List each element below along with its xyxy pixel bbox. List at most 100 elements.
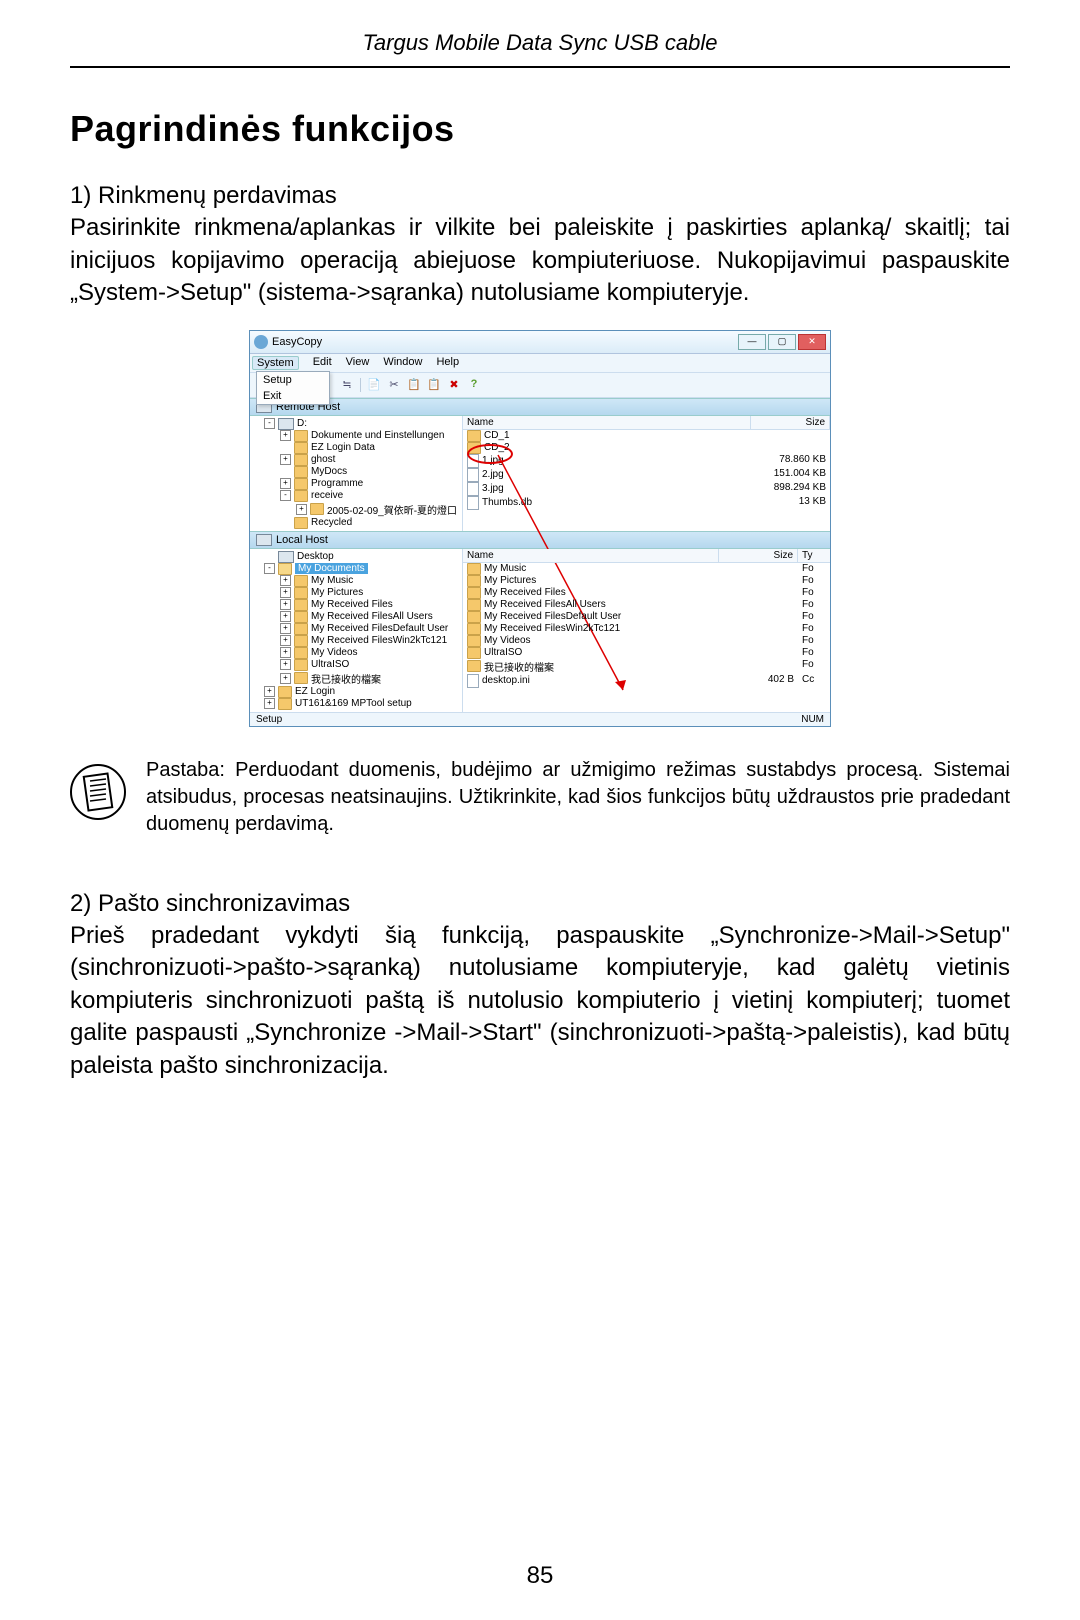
folder-icon <box>294 635 308 647</box>
folder-icon <box>467 587 481 599</box>
expander-icon[interactable]: + <box>280 587 291 598</box>
file-row[interactable]: Thumbs.db13 KB <box>463 496 830 510</box>
file-size <box>720 623 798 635</box>
file-size <box>720 635 798 647</box>
titlebar[interactable]: EasyCopy — ▢ ✕ <box>250 331 830 354</box>
expander-icon[interactable]: + <box>280 611 291 622</box>
tree-item[interactable]: +Programme <box>252 478 462 490</box>
tree-item[interactable]: +My Received FilesWin2kTc121 <box>252 635 462 647</box>
file-type: Fo <box>798 611 830 623</box>
file-row[interactable]: 2.jpg151.004 KB <box>463 468 830 482</box>
tree-item[interactable]: +EZ Login <box>252 686 462 698</box>
expander-icon[interactable]: + <box>280 635 291 646</box>
local-tree[interactable]: Desktop-My Documents+My Music+My Picture… <box>250 549 463 712</box>
menu-system[interactable]: System <box>252 356 299 370</box>
tree-item[interactable]: - receive <box>252 490 462 502</box>
tree-item[interactable]: +My Received Files <box>252 599 462 611</box>
toolbar-cut-icon[interactable]: ✂ <box>387 378 401 392</box>
tree-item[interactable]: EZ Login Data <box>252 442 462 454</box>
menu-view[interactable]: View <box>346 356 370 370</box>
toolbar-copy-icon[interactable]: 📋 <box>407 378 421 392</box>
easycopy-window: EasyCopy — ▢ ✕ System Edit View Window H… <box>249 330 831 727</box>
col-size[interactable]: Size <box>719 549 798 562</box>
note-icon <box>70 757 126 827</box>
tree-item[interactable]: +2005-02-09_賀依昕-夏的燈口 <box>252 502 462 517</box>
expander-icon[interactable]: - <box>264 563 275 574</box>
menu-help[interactable]: Help <box>436 356 459 370</box>
remote-tree[interactable]: -D:+Dokumente und EinstellungenEZ Login … <box>250 416 463 531</box>
tree-item[interactable]: -My Documents <box>252 563 462 575</box>
expander-icon[interactable]: + <box>280 575 291 586</box>
tree-item[interactable]: +Dokumente und Einstellungen <box>252 430 462 442</box>
tree-item[interactable]: +My Pictures <box>252 587 462 599</box>
file-row[interactable]: My PicturesFo <box>463 575 830 587</box>
expander-icon[interactable]: + <box>264 698 275 709</box>
file-row[interactable]: CD_1 <box>463 430 830 442</box>
col-type[interactable]: Ty <box>798 549 830 562</box>
expander-icon[interactable]: + <box>264 686 275 697</box>
folder-icon <box>294 517 308 529</box>
tree-item[interactable]: +ghost <box>252 454 462 466</box>
tree-item[interactable]: Desktop <box>252 551 462 563</box>
tree-item[interactable]: +My Music <box>252 575 462 587</box>
col-name[interactable]: Name <box>463 549 719 562</box>
maximize-button[interactable]: ▢ <box>768 334 796 350</box>
expander-icon[interactable]: + <box>280 647 291 658</box>
tree-item[interactable]: +UT161&169 MPTool setup <box>252 698 462 710</box>
col-size[interactable]: Size <box>751 416 830 429</box>
file-row[interactable]: 1.jpg78.860 KB <box>463 454 830 468</box>
tree-item[interactable]: MyDocs <box>252 466 462 478</box>
folder-icon <box>294 659 308 671</box>
file-row[interactable]: My Received FilesFo <box>463 587 830 599</box>
dropdown-exit[interactable]: Exit <box>257 388 329 404</box>
close-button[interactable]: ✕ <box>798 334 826 350</box>
expander-icon[interactable]: + <box>280 599 291 610</box>
expander-icon[interactable]: + <box>280 623 291 634</box>
tree-label: 我已接收的檔案 <box>311 671 381 686</box>
file-size: 402 B <box>720 674 798 688</box>
remote-file-list[interactable]: Name Size CD_1CD_21.jpg78.860 KB2.jpg151… <box>463 416 830 531</box>
file-row[interactable]: My Received FilesAll UsersFo <box>463 599 830 611</box>
file-name: My Received Files <box>484 587 566 598</box>
local-file-list[interactable]: Name Size Ty My MusicFoMy PicturesFoMy R… <box>463 549 830 712</box>
tree-item[interactable]: +UltraISO <box>252 659 462 671</box>
toolbar-doc-icon[interactable]: 📄 <box>367 378 381 392</box>
expander-icon[interactable]: + <box>296 504 307 515</box>
file-row[interactable]: desktop.ini402 BCc <box>463 674 830 688</box>
expander-icon[interactable]: + <box>280 478 291 489</box>
col-name[interactable]: Name <box>463 416 751 429</box>
expander-icon[interactable]: + <box>280 659 291 670</box>
window-title: EasyCopy <box>272 336 738 348</box>
expander-icon[interactable]: + <box>280 454 291 465</box>
dropdown-setup[interactable]: Setup <box>257 372 329 388</box>
menu-edit[interactable]: Edit <box>313 356 332 370</box>
minimize-button[interactable]: — <box>738 334 766 350</box>
tree-item[interactable]: -D: <box>252 418 462 430</box>
tree-item[interactable]: + My Videos <box>252 647 462 659</box>
tree-label: My Videos <box>311 647 358 658</box>
toolbar-paste-icon[interactable]: 📋 <box>427 378 441 392</box>
file-row[interactable]: My VideosFo <box>463 635 830 647</box>
file-row[interactable]: My Received FilesWin2kTc121Fo <box>463 623 830 635</box>
tree-item[interactable]: Recycled <box>252 517 462 529</box>
expander-icon[interactable]: - <box>264 418 275 429</box>
toolbar-help-icon[interactable]: ? <box>467 378 481 392</box>
tree-label: receive <box>311 490 343 501</box>
file-row[interactable]: 我已接收的檔案Fo <box>463 659 830 674</box>
note-block: Pastaba: Perduodant duomenis, budėjimo a… <box>70 757 1010 838</box>
file-row[interactable]: 3.jpg898.294 KB <box>463 482 830 496</box>
tree-item[interactable]: + 我已接收的檔案 <box>252 671 462 686</box>
expander-icon[interactable]: + <box>280 430 291 441</box>
file-row[interactable]: My MusicFo <box>463 563 830 575</box>
file-row[interactable]: UltraISOFo <box>463 647 830 659</box>
expander-icon[interactable]: - <box>280 490 291 501</box>
menu-window[interactable]: Window <box>383 356 422 370</box>
tree-item[interactable]: +My Received FilesAll Users <box>252 611 462 623</box>
file-row[interactable]: CD_2 <box>463 442 830 454</box>
tree-item[interactable]: +My Received FilesDefault User <box>252 623 462 635</box>
toolbar-sync-icon[interactable]: ≒ <box>340 378 354 392</box>
tree-label: EZ Login Data <box>311 442 375 453</box>
file-row[interactable]: My Received FilesDefault UserFo <box>463 611 830 623</box>
toolbar-delete-icon[interactable]: ✖ <box>447 378 461 392</box>
expander-icon[interactable]: + <box>280 673 291 684</box>
